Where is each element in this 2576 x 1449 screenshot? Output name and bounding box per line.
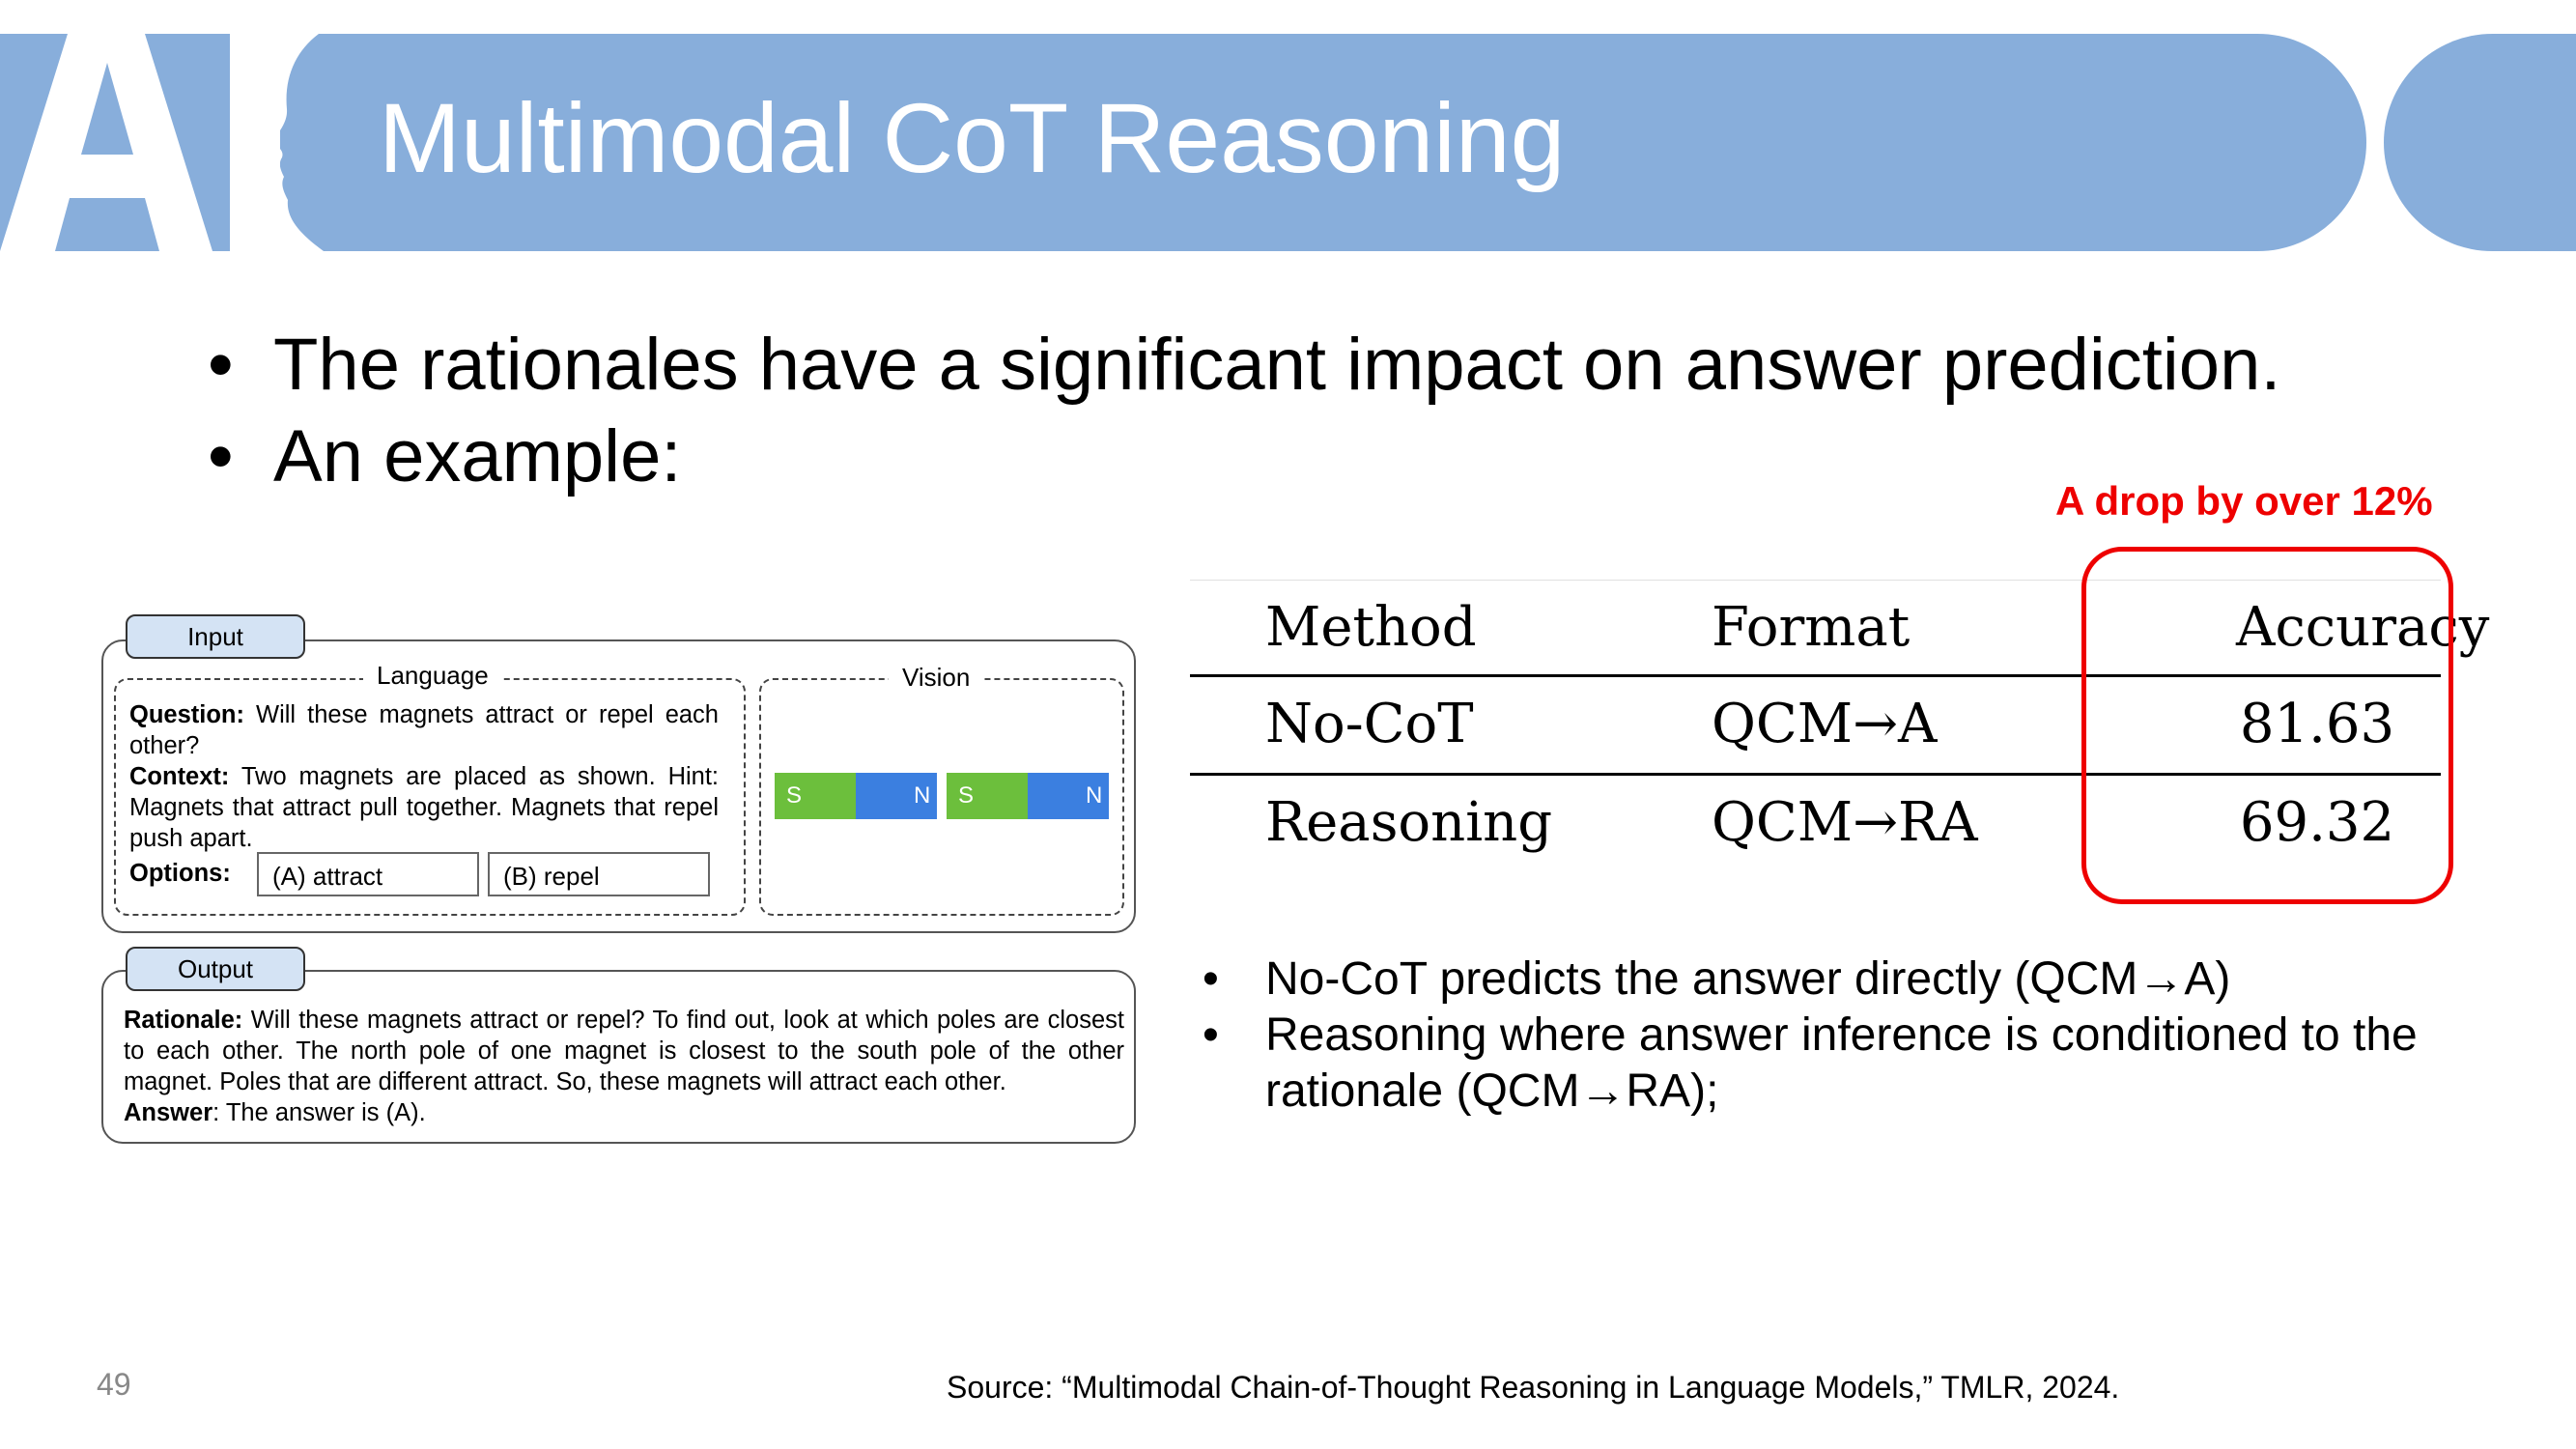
bullet-glyph: • — [208, 324, 234, 406]
table-header-format: Format — [1712, 596, 1911, 659]
table-cell: 81.63 — [2239, 693, 2395, 755]
note-item: • No-CoT predicts the answer directly (QC… — [1203, 952, 2521, 1008]
table-cell: Reasoning — [1265, 791, 1553, 854]
main-bullet-list: • The rationales have a significant impac… — [208, 319, 2280, 502]
page-number: 49 — [97, 1367, 131, 1402]
example-figure: Input Language Vision Question: Will the… — [97, 611, 1140, 1151]
ai-head-logo-icon — [0, 34, 333, 251]
question-label: Question: — [129, 701, 244, 728]
vision-label: Vision — [889, 663, 984, 692]
option-b: (B) repel — [488, 852, 710, 896]
magnet-pole-label: S — [786, 782, 803, 809]
rationale-text: Rationale: Will these magnets attract or… — [124, 1005, 1124, 1097]
table-cell: No-CoT — [1265, 693, 1474, 755]
magnet-pole-label: S — [958, 782, 975, 809]
question-body: Will these magnets attract or repel each… — [129, 701, 719, 759]
context-body: Two magnets are placed as shown. Hint: M… — [129, 763, 719, 852]
results-table: Method Format Accuracy No-CoT QCM→A 81.6… — [1190, 580, 2489, 869]
magnet-bar: S N — [947, 773, 1109, 819]
option-a: (A) attract — [257, 852, 479, 896]
table-rule-header — [1190, 674, 2441, 677]
note-text: Reasoning where answer inference is cond… — [1265, 1009, 2418, 1117]
answer-text: Answer: The answer is (A). — [124, 1097, 426, 1128]
answer-body: : The answer is (A). — [212, 1099, 426, 1126]
main-bullet-text: An example: — [273, 415, 682, 497]
input-tab: Input — [126, 614, 305, 659]
magnet-pole-label: N — [1086, 782, 1103, 809]
note-item: • Reasoning where answer inference is con… — [1203, 1008, 2521, 1120]
main-bullet: • An example: — [208, 411, 2280, 502]
accuracy-highlight-box — [2081, 547, 2453, 904]
magnet-bar: S N — [775, 773, 937, 819]
bullet-glyph: • — [1203, 1009, 1219, 1061]
header-band — [0, 34, 2366, 251]
table-cell: QCM→A — [1712, 693, 1938, 755]
rationale-body: Will these magnets attract or repel? To … — [124, 1007, 1124, 1095]
rationale-label: Rationale: — [124, 1007, 243, 1034]
output-tab: Output — [126, 947, 305, 991]
answer-label: Answer — [124, 1099, 213, 1126]
drop-annotation: A drop by over 12% — [2055, 478, 2433, 524]
source-citation: Source: “Multimodal Chain-of-Thought Rea… — [947, 1370, 2120, 1405]
table-header-accuracy: Accuracy — [2236, 596, 2490, 659]
bullet-glyph: • — [208, 415, 234, 497]
table-cell: 69.32 — [2239, 791, 2395, 854]
bullet-glyph: • — [1203, 953, 1219, 1005]
notes-list: • No-CoT predicts the answer directly (QC… — [1203, 952, 2521, 1120]
main-bullet-text: The rationales have a significant impact… — [273, 324, 2281, 406]
table-rule-top — [1190, 580, 2441, 581]
options-label: Options: — [129, 860, 231, 887]
note-text: No-CoT predicts the answer directly (QCM… — [1265, 953, 2231, 1005]
main-bullet: • The rationales have a significant impac… — [208, 319, 2280, 411]
output-panel — [101, 970, 1136, 1144]
question-text: Question: Will these magnets attract or … — [129, 699, 719, 761]
language-label: Language — [363, 661, 502, 690]
slide-title: Multimodal CoT Reasoning — [379, 83, 1566, 193]
table-rule-row — [1190, 773, 2441, 776]
table-header-method: Method — [1265, 596, 1477, 659]
header-end-shape — [2384, 34, 2576, 251]
context-label: Context: — [129, 763, 230, 790]
magnet-pole-label: N — [914, 782, 931, 809]
context-text: Context: Two magnets are placed as shown… — [129, 761, 719, 854]
table-cell: QCM→RA — [1712, 791, 1978, 854]
